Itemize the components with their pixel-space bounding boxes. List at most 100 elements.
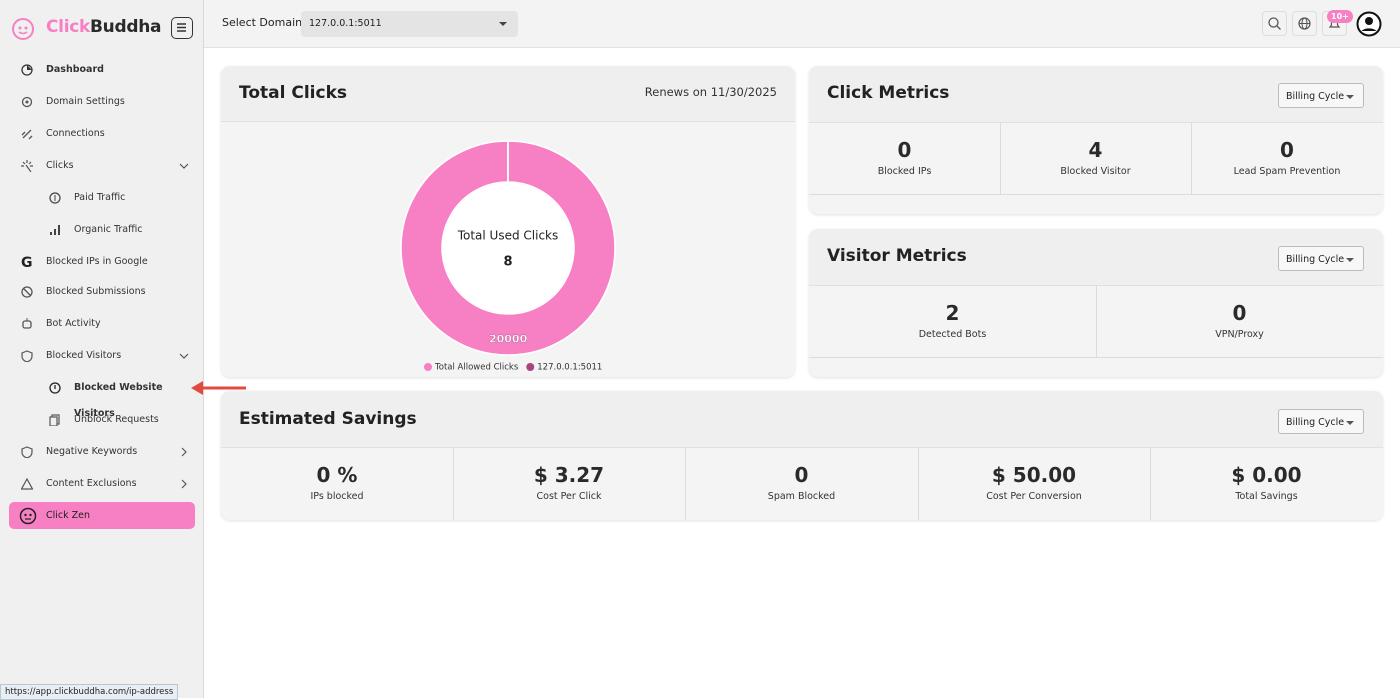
nav-label: Unblock Requests xyxy=(74,407,159,433)
center-label: Total Used Clicks xyxy=(457,229,559,243)
sidebar: ClickBuddha Dashboard Domain Settings Co… xyxy=(0,0,204,698)
metric-cell: 0 Lead Spam Prevention xyxy=(1191,123,1383,194)
card-title: Total Clicks xyxy=(239,83,347,103)
metric-value: 0 xyxy=(1191,138,1383,162)
legend-swatch xyxy=(526,363,534,371)
nav-item[interactable]: Connections xyxy=(0,121,203,147)
nav-label: Dashboard xyxy=(46,57,104,83)
select-label: Billing Cycle xyxy=(1286,417,1344,428)
metric-label: Cost Per Conversion xyxy=(918,491,1150,502)
metric-cell: 0 VPN/Proxy xyxy=(1096,286,1383,357)
nav-label: Connections xyxy=(46,121,105,147)
nav-item[interactable]: Domain Settings xyxy=(0,89,203,115)
nav-label: Content Exclusions xyxy=(46,471,137,497)
language-button[interactable] xyxy=(1292,11,1317,36)
nav-item[interactable]: Blocked Submissions xyxy=(0,279,203,305)
nav-item-active[interactable]: Click Zen xyxy=(9,502,195,529)
nav-label: Negative Keywords xyxy=(46,439,137,465)
billing-cycle-select[interactable]: Billing Cycle xyxy=(1278,409,1364,434)
select-label: Billing Cycle xyxy=(1286,254,1344,265)
nav-item[interactable]: Unblock Requests xyxy=(0,407,203,433)
nav-item[interactable]: Blocked Website Visitors xyxy=(0,375,203,401)
center-value: 8 xyxy=(503,255,512,270)
menu-toggle[interactable] xyxy=(171,17,193,39)
nav-label: Blocked Visitors xyxy=(46,343,121,369)
metric-label: VPN/Proxy xyxy=(1096,329,1383,340)
metric-value: $ 3.27 xyxy=(453,463,685,487)
donut-hole xyxy=(443,183,573,313)
domain-label: Select Domain xyxy=(222,16,302,29)
metric-label: Blocked Visitor xyxy=(1000,166,1191,177)
metric-label: Total Savings xyxy=(1150,491,1383,502)
metric-label: Lead Spam Prevention xyxy=(1191,166,1383,177)
metric-cell: 0 % IPs blocked xyxy=(221,448,454,520)
notification-badge: 10+ xyxy=(1327,10,1353,23)
brand-first: Click xyxy=(46,17,90,37)
nav-label: Click Zen xyxy=(46,502,90,529)
nav-label: Blocked Submissions xyxy=(46,279,146,305)
metric-cell: 0 Blocked IPs xyxy=(809,123,1001,194)
brand-logo xyxy=(11,17,37,41)
metric-value: $ 50.00 xyxy=(918,463,1150,487)
segment-label: 20000 xyxy=(489,332,528,345)
brand-second: Buddha xyxy=(90,17,161,37)
donut-chart: 20000 Total Used Clicks 8 Total Allowed Cli… xyxy=(221,121,795,377)
total-clicks-card: Total Clicks Renews on 11/30/2025 20000 T… xyxy=(221,66,795,377)
nav-label: Organic Traffic xyxy=(74,217,143,243)
visitor-metrics-card: Visitor Metrics Billing Cycle 2 Detected … xyxy=(809,229,1383,377)
nav-item[interactable]: G Blocked IPs in Google xyxy=(0,249,203,275)
metric-label: IPs blocked xyxy=(221,491,453,502)
nav-label: Bot Activity xyxy=(46,311,101,337)
nav-item[interactable]: Content Exclusions xyxy=(0,471,203,497)
metric-label: Cost Per Click xyxy=(453,491,685,502)
metric-value: 0 % xyxy=(221,463,453,487)
search-button[interactable] xyxy=(1262,11,1287,36)
nav-item[interactable]: Negative Keywords xyxy=(0,439,203,465)
metric-value: 0 xyxy=(1096,301,1383,325)
metric-label: Spam Blocked xyxy=(685,491,918,502)
nav-label: Domain Settings xyxy=(46,89,125,115)
billing-cycle-select[interactable]: Billing Cycle xyxy=(1278,83,1364,108)
nav-label: Blocked IPs in Google xyxy=(46,249,148,275)
metric-value: 2 xyxy=(809,301,1096,325)
legend-label: Total Allowed Clicks xyxy=(434,363,519,373)
metric-cell: $ 50.00 Cost Per Conversion xyxy=(918,448,1151,520)
card-title: Visitor Metrics xyxy=(827,246,967,266)
svg-text:G: G xyxy=(21,255,33,269)
metric-value: 4 xyxy=(1000,138,1191,162)
profile-avatar[interactable] xyxy=(1356,11,1382,37)
metric-cell: $ 3.27 Cost Per Click xyxy=(453,448,686,520)
metric-value: 0 xyxy=(685,463,918,487)
select-label: Billing Cycle xyxy=(1286,91,1344,102)
metric-row: 0 % IPs blocked $ 3.27 Cost Per Click 0 Spa… xyxy=(221,448,1383,520)
legend-label: 127.0.0.1:5011 xyxy=(537,363,602,373)
nav-label: Clicks xyxy=(46,153,74,179)
nav-item[interactable]: Dashboard xyxy=(0,57,203,83)
nav-item[interactable]: Blocked Visitors xyxy=(0,343,203,369)
metric-cell: 0 Spam Blocked xyxy=(685,448,919,520)
domain-select[interactable]: 127.0.0.1:5011 xyxy=(301,11,518,37)
metric-label: Detected Bots xyxy=(809,329,1096,340)
metric-row: 0 Blocked IPs 4 Blocked Visitor 0 Lead Spam… xyxy=(809,123,1383,195)
legend-swatch xyxy=(424,363,432,371)
metric-cell: 4 Blocked Visitor xyxy=(1000,123,1192,194)
metric-label: Blocked IPs xyxy=(809,166,1000,177)
metric-row: 2 Detected Bots 0 VPN/Proxy xyxy=(809,286,1383,358)
topbar: Select Domain 127.0.0.1:5011 10+ xyxy=(204,0,1400,48)
nav-item[interactable]: Clicks xyxy=(0,153,203,179)
card-title: Estimated Savings xyxy=(239,409,417,429)
billing-cycle-select[interactable]: Billing Cycle xyxy=(1278,246,1364,271)
nav-item[interactable]: Organic Traffic xyxy=(0,217,203,243)
domain-value: 127.0.0.1:5011 xyxy=(309,18,382,29)
metric-cell: 2 Detected Bots xyxy=(809,286,1097,357)
nav-item[interactable]: Paid Traffic xyxy=(0,185,203,211)
renews-date: Renews on 11/30/2025 xyxy=(645,85,777,99)
click-metrics-card: Click Metrics Billing Cycle 0 Blocked IPs… xyxy=(809,66,1383,214)
card-title: Click Metrics xyxy=(827,83,949,103)
brand: ClickBuddha xyxy=(46,17,161,37)
metric-value: 0 xyxy=(809,138,1000,162)
estimated-savings-card: Estimated Savings Billing Cycle 0 % IPs b… xyxy=(221,391,1383,520)
nav-item[interactable]: Bot Activity xyxy=(0,311,203,337)
